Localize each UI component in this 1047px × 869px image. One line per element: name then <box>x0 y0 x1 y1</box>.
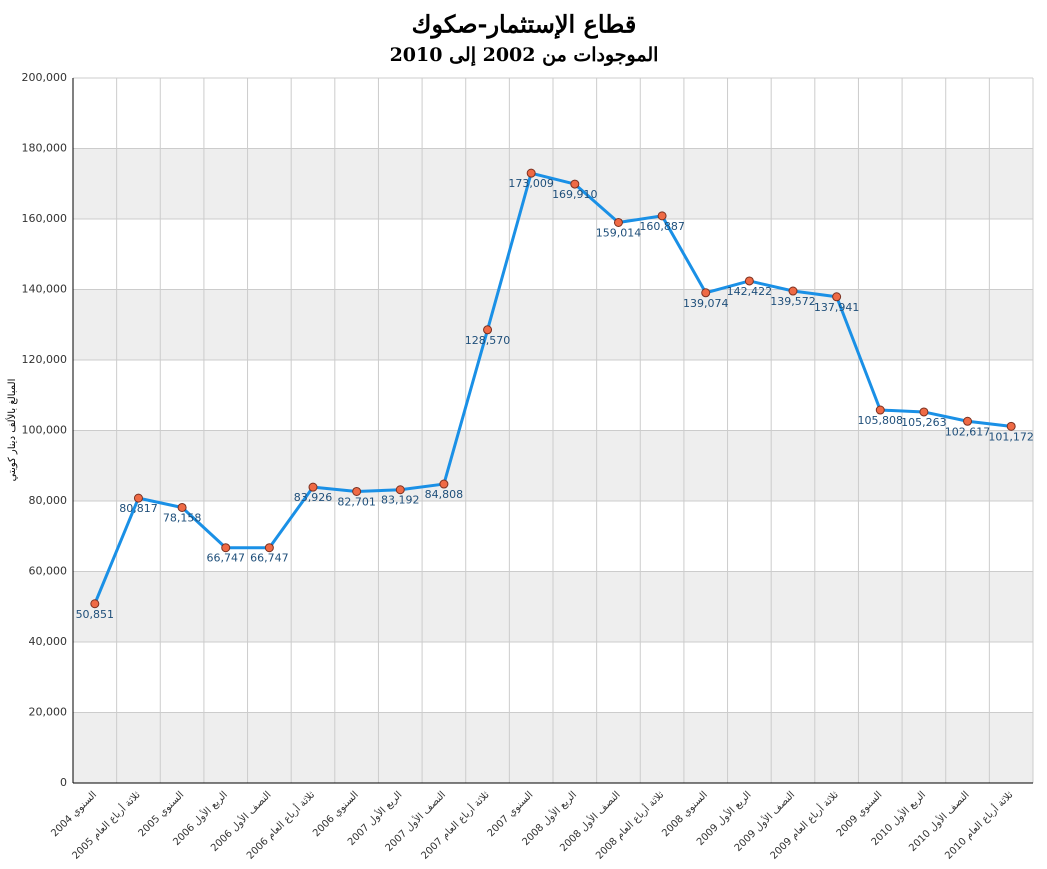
data-label: 128,570 <box>465 334 511 347</box>
marker <box>832 292 842 302</box>
marker <box>308 482 318 492</box>
y-tick-label: 80,000 <box>29 494 68 507</box>
data-label: 102,617 <box>945 425 991 438</box>
marker <box>177 502 187 512</box>
marker <box>439 479 449 489</box>
data-label: 139,572 <box>770 295 816 308</box>
y-tick-label: 60,000 <box>29 565 68 578</box>
marker <box>701 288 711 298</box>
data-label: 66,747 <box>250 552 289 565</box>
marker <box>1006 421 1016 431</box>
data-label: 142,422 <box>727 285 773 298</box>
chart-subtitle: الموجودات من 2002 إلى 2010 <box>390 44 659 67</box>
data-label: 105,263 <box>901 416 947 429</box>
data-label: 105,808 <box>858 414 904 427</box>
marker <box>657 211 667 221</box>
line <box>93 171 1012 605</box>
data-label: 66,747 <box>206 552 245 565</box>
marker <box>875 405 885 415</box>
marker <box>483 325 493 335</box>
marker <box>221 543 231 553</box>
data-label: 78,158 <box>163 511 202 524</box>
y-tick-label: 120,000 <box>22 353 68 366</box>
marker <box>570 179 580 189</box>
marker <box>788 286 798 296</box>
y-tick-label: 20,000 <box>29 706 68 719</box>
marker <box>352 486 362 496</box>
data-label: 169,910 <box>552 188 598 201</box>
marker <box>133 493 143 503</box>
marker <box>919 407 929 417</box>
marker <box>90 599 100 609</box>
y-tick-label: 140,000 <box>22 283 68 296</box>
y-tick-label: 200,000 <box>22 71 68 84</box>
chart-title: قطاع الإستثمار-صكوك <box>412 10 637 40</box>
y-tick-label: 40,000 <box>29 635 68 648</box>
data-label: 83,926 <box>294 491 333 504</box>
data-label: 139,074 <box>683 297 729 310</box>
data-label: 84,808 <box>425 488 464 501</box>
x-tick-label: ثلاثة أرباع العام 2005 <box>69 788 143 862</box>
data-label: 82,701 <box>337 495 376 508</box>
marker <box>264 543 274 553</box>
marker <box>526 168 536 178</box>
y-tick-label: 160,000 <box>22 212 68 225</box>
data-label: 173,009 <box>508 177 554 190</box>
data-label: 101,172 <box>988 430 1034 443</box>
marker <box>395 485 405 495</box>
marker <box>744 276 754 286</box>
marker <box>963 416 973 426</box>
x-tick-label: ثلاثة أرباع العام 2010 <box>942 788 1016 862</box>
x-tick-label: ثلاثة أرباع العام 2009 <box>767 788 841 862</box>
y-tick-label: 0 <box>60 776 67 789</box>
y-tick-label: 180,000 <box>22 142 68 155</box>
data-label: 160,887 <box>639 220 685 233</box>
y-axis-label: المبالغ بالألف دينار كويتي <box>5 379 18 482</box>
x-tick-label: ثلاثة أرباع العام 2007 <box>418 788 492 862</box>
y-tick-label: 100,000 <box>22 424 68 437</box>
x-tick-label: ثلاثة أرباع العام 2008 <box>593 788 667 862</box>
data-label: 159,014 <box>596 226 642 239</box>
data-label: 50,851 <box>76 608 115 621</box>
data-label: 80,817 <box>119 502 158 515</box>
data-label: 83,192 <box>381 494 420 507</box>
x-tick-label: ثلاثة أرباع العام 2006 <box>244 788 318 862</box>
marker <box>613 217 623 227</box>
data-label: 137,941 <box>814 301 860 314</box>
